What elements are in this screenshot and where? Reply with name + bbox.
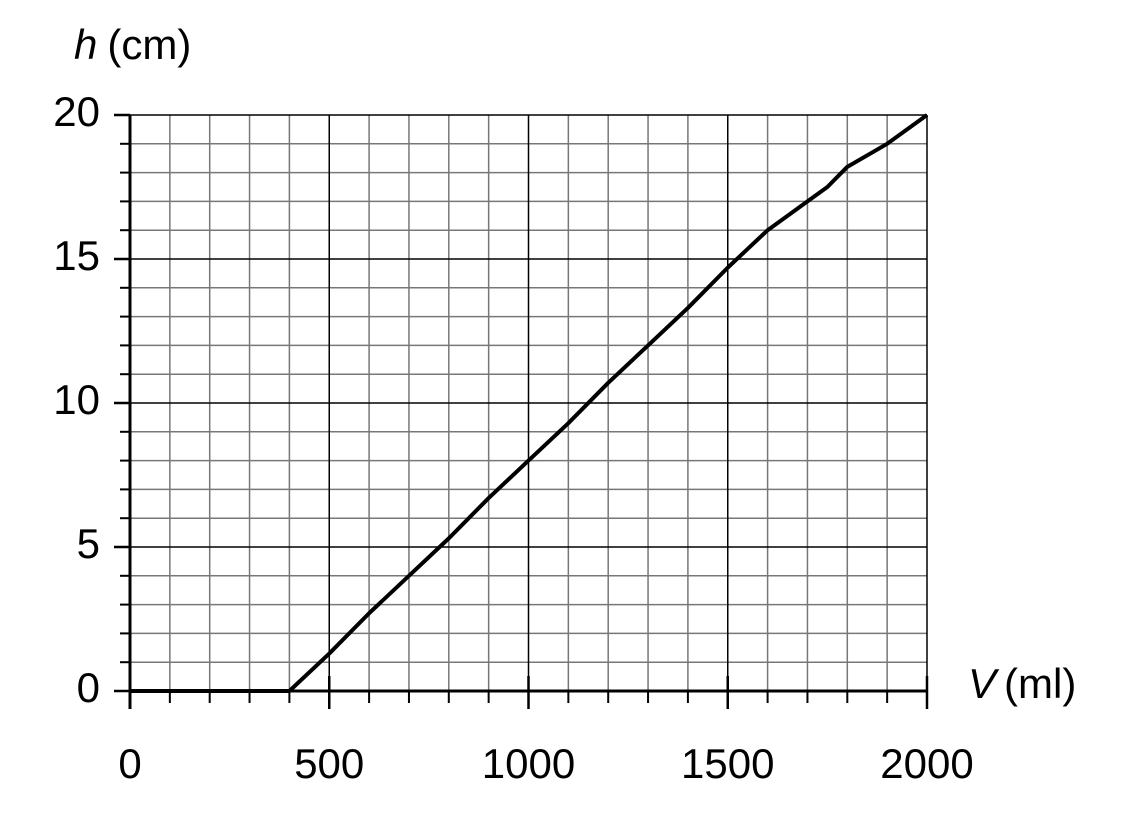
y-label-unit: (cm) [107,21,191,68]
x-tick-label: 1500 [681,740,774,787]
y-tick-label: 0 [77,664,100,711]
x-tick-label: 500 [294,740,364,787]
x-label-unit: (ml) [1004,660,1076,707]
x-tick-label: 2000 [880,740,973,787]
y-tick-label: 10 [53,376,100,423]
data-line [130,113,929,693]
y-tick-label: 5 [77,520,100,567]
y-tick-label: 15 [53,232,100,279]
y-tick-label: 20 [53,88,100,135]
x-axis-label: V (ml) [968,660,1076,707]
y-axis-label: h (cm) [74,21,191,68]
x-label-symbol: V [968,660,1000,707]
x-tick-label: 0 [118,740,141,787]
x-tick-label: 1000 [482,740,575,787]
y-label-symbol: h [74,21,97,68]
